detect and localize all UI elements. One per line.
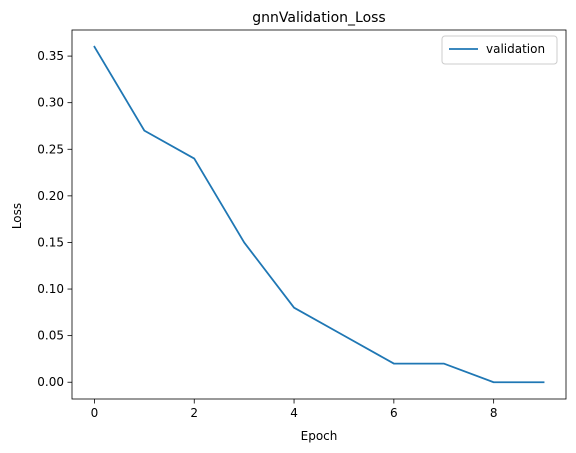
y-tick-label: 0.20 <box>37 189 64 203</box>
y-tick-label: 0.10 <box>37 282 64 296</box>
x-tick-label: 0 <box>91 406 99 420</box>
legend: validation <box>442 36 557 64</box>
y-tick-label: 0.30 <box>37 96 64 110</box>
y-axis-label: Loss <box>10 203 24 229</box>
y-tick-label: 0.25 <box>37 142 64 156</box>
x-axis-label: Epoch <box>301 429 338 443</box>
plot-area <box>72 30 566 399</box>
x-tick-label: 2 <box>190 406 198 420</box>
y-tick-label: 0.00 <box>37 375 64 389</box>
legend-label: validation <box>486 42 545 56</box>
y-tick-label: 0.15 <box>37 235 64 249</box>
x-tick-label: 8 <box>490 406 498 420</box>
plot-frame <box>72 30 566 399</box>
y-tick-label: 0.05 <box>37 329 64 343</box>
y-tick-label: 0.35 <box>37 49 64 63</box>
x-tick-label: 6 <box>390 406 398 420</box>
chart-title: gnnValidation_Loss <box>252 10 385 26</box>
x-axis: 0 2 4 6 8 <box>91 399 498 420</box>
x-tick-label: 4 <box>290 406 298 420</box>
y-axis: 0.00 0.05 0.10 0.15 0.20 0.25 0.30 0.35 <box>37 49 72 389</box>
